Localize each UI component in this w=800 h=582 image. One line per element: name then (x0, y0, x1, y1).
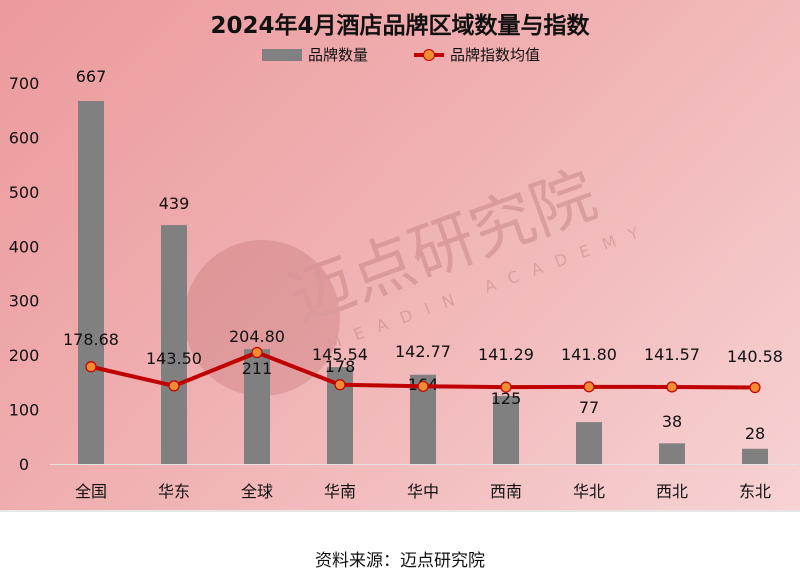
line-value-label: 178.68 (63, 330, 119, 349)
bar-value-label: 211 (242, 359, 273, 378)
line-value-label: 140.58 (727, 347, 783, 366)
bar-value-label: 38 (662, 412, 682, 431)
line-value-label: 141.57 (644, 345, 700, 364)
legend-line-swatch (414, 48, 444, 61)
line-marker (749, 381, 761, 394)
y-tick-label: 600 (9, 128, 40, 147)
x-tick-label: 华南 (324, 482, 356, 501)
panel-divider (0, 510, 800, 512)
line-marker (85, 361, 97, 373)
legend-bar-swatch (262, 48, 302, 61)
bar (493, 395, 519, 464)
y-tick-label: 400 (9, 237, 40, 256)
bar (659, 443, 685, 464)
line-value-label: 204.80 (229, 327, 285, 346)
line-marker (168, 380, 180, 392)
bar-value-label: 125 (491, 389, 522, 408)
bar (78, 100, 104, 464)
bar-value-label: 439 (159, 194, 190, 213)
chart-panel (0, 0, 800, 510)
legend-item-bar: 品牌数量 (262, 44, 368, 65)
x-tick-label: 全球 (241, 482, 273, 501)
x-tick-label: 东北 (739, 482, 771, 501)
line-series: 178.68 143.50 204.80 145.54 142.77 141.29 141.… (63, 327, 783, 394)
x-tick-label: 全国 (75, 482, 107, 501)
bar (244, 349, 270, 464)
bar (742, 448, 768, 464)
legend-line-label: 品牌指数均值 (450, 46, 541, 64)
legend: 品牌数量 品牌指数均值 (0, 44, 800, 66)
legend-bar-label: 品牌数量 (308, 46, 369, 64)
y-tick-label: 700 (9, 74, 40, 93)
y-tick-label: 500 (9, 183, 40, 202)
x-tick-label: 华北 (573, 482, 605, 501)
bar-value-label: 77 (579, 398, 599, 417)
x-tick-label: 西南 (490, 482, 522, 501)
line-marker (251, 346, 263, 359)
line-marker (334, 379, 346, 391)
line-value-label: 141.29 (478, 345, 534, 364)
chart-canvas: 迈点研究院 MEADIN ACADEMY 0100200300400500600… (9, 67, 798, 501)
line-marker (500, 381, 512, 393)
chart-title: 2024年4月酒店品牌区域数量与指数 (210, 13, 590, 39)
y-axis: 0 100 200 300 400 500 600 700 (9, 74, 40, 474)
x-tick-label: 西北 (656, 482, 688, 501)
y-tick-label: 300 (9, 292, 40, 311)
bar-value-label: 667 (76, 67, 107, 86)
line-value-label: 141.80 (561, 345, 617, 364)
y-tick-label: 0 (19, 455, 29, 474)
line-marker (666, 381, 678, 393)
line-marker (417, 380, 429, 392)
line-value-label: 145.54 (312, 345, 368, 364)
y-tick-label: 100 (9, 401, 40, 420)
x-tick-label: 华东 (158, 482, 190, 501)
source-note: 资料来源：迈点研究院 (315, 551, 485, 571)
bar-value-label: 178 (325, 357, 356, 376)
line-value-label: 142.77 (395, 342, 451, 361)
legend-item-line: 品牌指数均值 (414, 44, 540, 65)
line-marker (583, 381, 595, 393)
bar-value-label: 28 (745, 424, 765, 443)
bar (576, 422, 602, 464)
y-tick-label: 200 (9, 346, 40, 365)
line-value-label: 143.50 (146, 349, 202, 368)
x-axis-labels: 全国 华东 全球 华南 华中 西南 华北 西北 东北 (75, 482, 771, 501)
x-tick-label: 华中 (407, 482, 439, 501)
bar (161, 225, 187, 464)
